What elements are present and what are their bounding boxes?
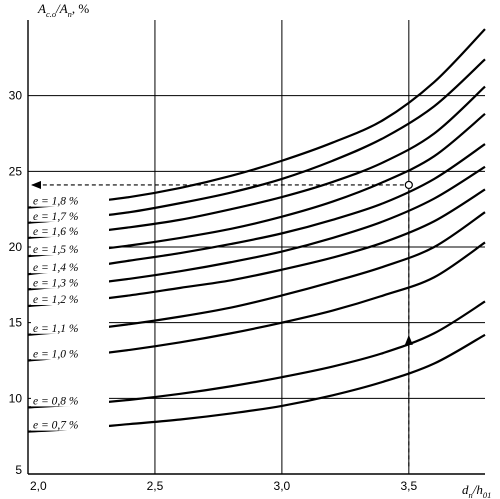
y-tick-label: 15 [9,316,23,330]
series-label: e = 1,8 % [33,196,78,208]
series-label: e = 1,7 % [33,211,78,223]
series-label-background [31,261,109,274]
x-tick-label: 2,5 [147,479,164,493]
curve-labels: e = 1,8 % e = 1,7 % e = 1,6 % e = 1,5 % e = … [31,194,109,432]
y-axis-label-part: /A [55,1,68,16]
series-label: e = 1,2 % [33,294,78,306]
series-label: e = 0,8 % [33,395,78,407]
series-label-background [31,209,109,222]
x-tick-label: 2,0 [30,479,47,493]
series-label-background [31,194,109,207]
y-axis-label-sub: c.o [46,9,56,19]
series-label-background [31,293,109,306]
series-label: e = 1,6 % [33,226,78,238]
series-label-background [31,347,109,360]
series-label: e = 0,7 % [33,420,78,432]
x-tick-label: 3,5 [400,479,417,493]
series-label: e = 1,4 % [33,262,78,274]
x-axis-label-part: d [462,482,469,497]
y-tick-label: 10 [9,391,23,405]
series-label: e = 1,3 % [33,277,78,289]
x-axis-label-sub: n [469,490,473,499]
y-tick-label: 20 [9,240,23,254]
series-label-background [31,224,109,237]
x-tick-label: 3,0 [274,479,291,493]
y-tick-label: 30 [9,89,23,103]
y-axis-label-part: A [37,1,46,16]
x-axis-label-sub: 01 [483,490,492,499]
y-tick-label: 25 [9,164,23,178]
y-axis-label-sub: n [68,9,72,19]
series-label-background [31,418,109,431]
annotation-point [404,180,413,190]
y-axis-label: Ac.o/An, % [37,1,89,19]
x-axis-label: dn/h01 [462,482,491,499]
series-label: e = 1,0 % [33,349,78,361]
x-axis-label-part: /h [472,482,483,497]
y-tick-label: 5 [15,463,22,477]
series-label-background [31,243,109,256]
series-label-background [31,394,109,407]
series-label: e = 1,1 % [33,323,78,335]
annotation [31,180,413,467]
tick-labels: 2,0 2,5 3,0 3,5 5 10 15 20 25 30 [9,89,418,493]
series-label-background [31,321,109,334]
series-label: e = 1,5 % [33,244,78,256]
y-axis-label-part: , % [72,1,90,16]
series-label-background [31,276,109,289]
